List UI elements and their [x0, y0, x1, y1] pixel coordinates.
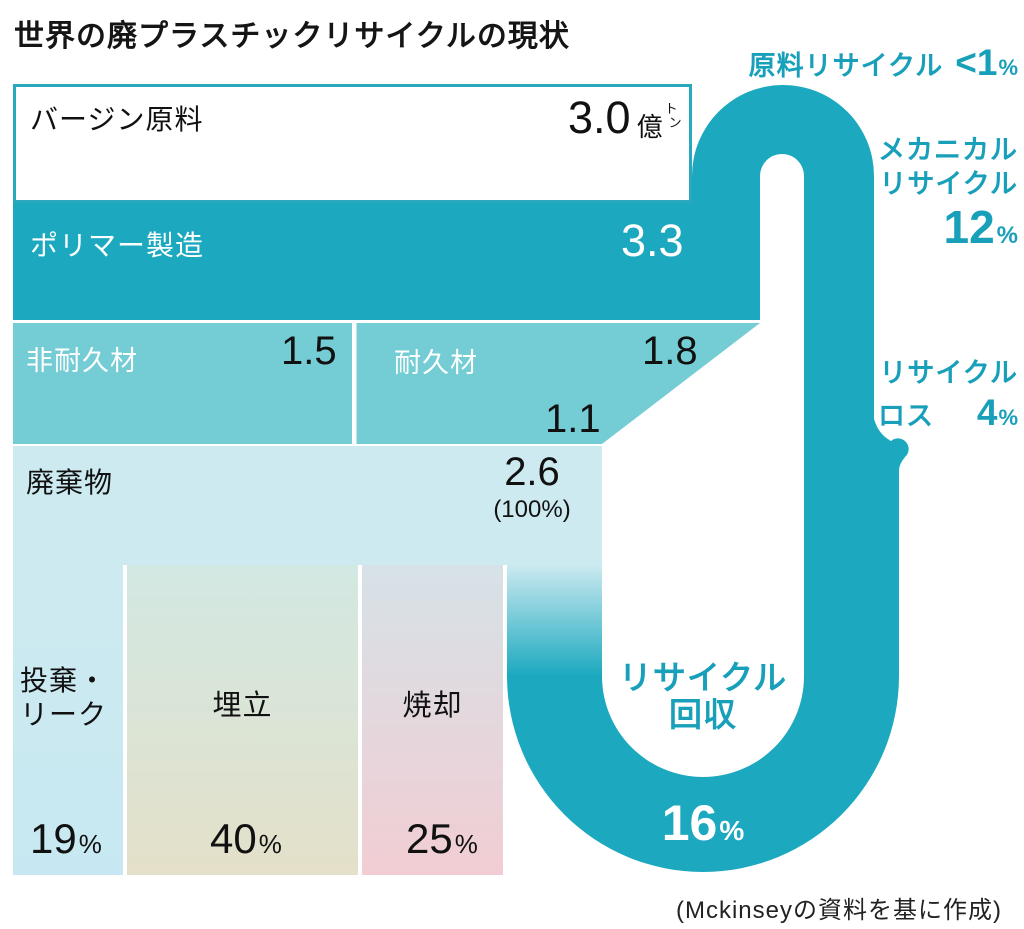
recycling-loss-label-line1: リサイクル [879, 358, 1018, 388]
feedstock-recycling: 原料リサイクル <1 % [749, 42, 1018, 84]
incineration-column-shape [362, 565, 503, 875]
virgin-box-shape [13, 84, 692, 203]
recycle-collection-pct-sign: % [719, 815, 745, 846]
landfill-pct-sign: % [258, 829, 282, 859]
waste-box-shape [13, 446, 602, 565]
virgin-unit-oku: 億 [636, 112, 663, 142]
mechanical-recycling-pct-sign: % [996, 221, 1018, 249]
virgin-unit-ton-top: ト [664, 101, 678, 116]
recycle-collection-label: リサイクル 回収 [618, 659, 788, 733]
recycling-loss-pct-number: 4 [976, 392, 998, 433]
nondurable-label: 非耐久材 [26, 346, 138, 376]
feedstock-recycling-label: 原料リサイクル [748, 51, 944, 81]
landfill-label: 埋立 [212, 690, 273, 722]
virgin-value: 3.0 億 ト ン [568, 95, 682, 144]
recycling-loss-label-line2: ロス [878, 401, 934, 431]
polymer-value: 3.3 [621, 215, 684, 266]
virgin-value-number: 3.0 [568, 92, 631, 143]
landfill-pct-number: 40 [210, 815, 257, 862]
feedstock-recycling-pct-sign: % [998, 55, 1018, 80]
feedstock-recycling-pct-number: <1 [955, 42, 998, 83]
dump-leak-pct: 19 % [30, 818, 102, 860]
durables-band-shape [13, 323, 760, 444]
dump-leak-pct-number: 19 [30, 815, 77, 862]
mechanical-recycling: メカニカル リサイクル 12 % [878, 134, 1018, 250]
virgin-label: バージン原料 [30, 104, 204, 135]
dump-leak-pct-sign: % [78, 829, 102, 859]
durable-value: 1.8 [642, 329, 698, 373]
dump-leak-label: 投棄・ リーク [20, 665, 108, 730]
waste-value: 2.6 [504, 450, 560, 494]
virgin-unit-ton-bottom: ン [668, 114, 682, 130]
incineration-pct: 25 % [406, 818, 478, 860]
durables-divider [352, 323, 357, 444]
landfill-column-shape [127, 565, 358, 875]
nondurable-value: 1.5 [281, 329, 337, 373]
landfill-pct: 40 % [210, 818, 282, 860]
dump-leak-column-shape [13, 565, 123, 875]
waste-label: 廃棄物 [26, 467, 114, 498]
collection-arm-gradient [507, 564, 602, 676]
recycle-collection-pct: 16 % [608, 798, 798, 848]
waste-share: (100%) [493, 496, 571, 523]
source-caption: (Mckinseyの資料を基に作成) [675, 897, 1002, 924]
durable-label: 耐久材 [394, 348, 478, 378]
recycling-loss-pct-sign: % [998, 405, 1018, 430]
polymer-label: ポリマー製造 [30, 230, 205, 261]
durable-to-waste-value: 1.1 [545, 397, 601, 441]
virgin-unit-ton: ト ン [665, 102, 682, 129]
recycling-loss: リサイクル ロス 4 % [878, 351, 1018, 433]
recycle-collection-pct-number: 16 [661, 795, 718, 851]
incineration-pct-sign: % [454, 829, 478, 859]
mechanical-recycling-pct-number: 12 [943, 200, 995, 253]
recycle-loop-shape [13, 85, 909, 872]
mechanical-recycling-label: メカニカル リサイクル [878, 135, 1018, 199]
incineration-label: 焼却 [402, 690, 463, 722]
waste-value-block: 2.6 (100%) [466, 452, 598, 524]
incineration-pct-number: 25 [406, 815, 453, 862]
chart-title: 世界の廃プラスチックリサイクルの現状 [14, 20, 570, 53]
